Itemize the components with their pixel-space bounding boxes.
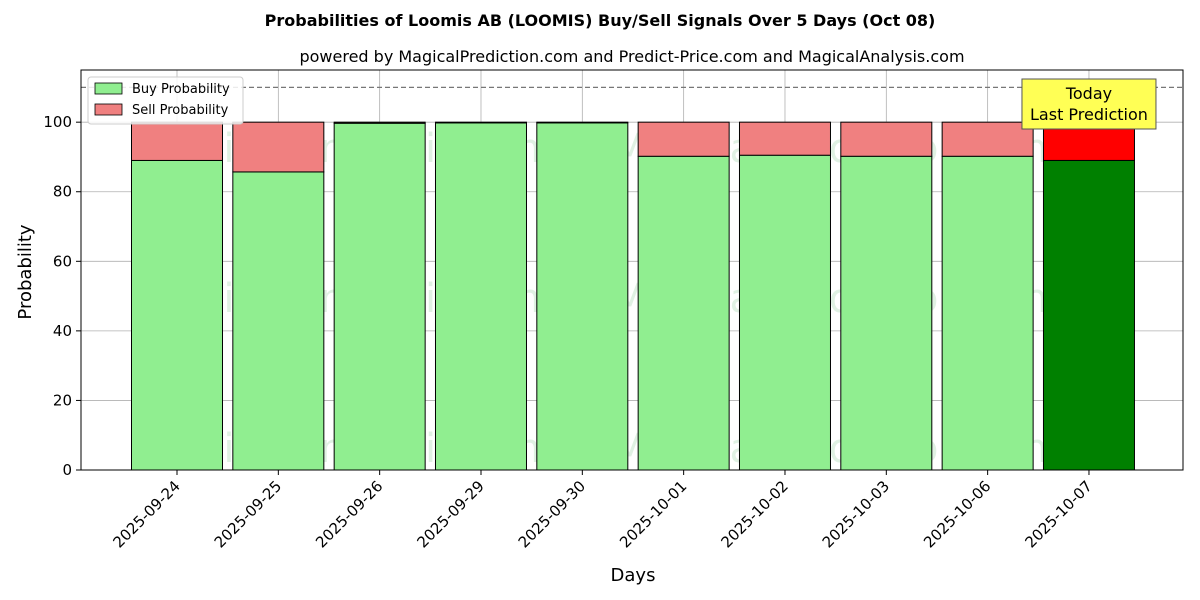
bar-buy: [434, 122, 527, 471]
bar-buy: [840, 155, 933, 471]
y-tick-label: 100: [43, 113, 72, 131]
bar-buy: [232, 171, 325, 471]
bar-buy: [738, 154, 831, 471]
bar-sell: [637, 121, 730, 157]
legend-frame: [87, 76, 244, 125]
y-tick-label: 20: [53, 391, 72, 409]
legend: Buy Probability Sell Probability: [87, 76, 244, 125]
bars: [131, 121, 1135, 471]
bar-sell: [941, 121, 1034, 157]
legend-swatch-buy: [94, 82, 123, 95]
chart-subtitle: powered by MagicalPrediction.com and Pre…: [299, 47, 964, 66]
y-tick-label: 0: [62, 461, 72, 479]
bar-buy: [333, 122, 426, 471]
bar-sell: [333, 121, 426, 124]
bar-sell: [840, 121, 933, 157]
bar-sell: [232, 121, 325, 173]
bar-buy: [1042, 159, 1135, 471]
bar-sell: [738, 121, 831, 156]
annotation-box: [1021, 78, 1157, 130]
bar-buy: [131, 159, 223, 471]
legend-label-sell: Sell Probability: [132, 103, 229, 118]
plot-frame: [80, 69, 1184, 471]
legend-label-buy: Buy Probability: [132, 82, 230, 97]
bar-buy: [637, 155, 730, 471]
bar-sell: [131, 121, 223, 161]
bar-sell: [536, 121, 629, 124]
bar-buy: [941, 155, 1034, 471]
legend-swatch-sell: [94, 103, 123, 116]
y-tick-label: 80: [53, 183, 72, 201]
chart-title: Probabilities of Loomis AB (LOOMIS) Buy/…: [265, 11, 936, 30]
annotation-text: Today: [1065, 84, 1112, 103]
annotation-text: Last Prediction: [1030, 105, 1148, 124]
bar-sell: [434, 121, 527, 124]
y-tick-label: 60: [53, 252, 72, 270]
bar-buy: [536, 122, 629, 471]
axes: [80, 69, 1184, 471]
y-axis-label: Probability: [15, 224, 36, 319]
today-annotation: Today Last Prediction: [1021, 78, 1157, 130]
y-tick-label: 40: [53, 322, 72, 340]
x-axis-label: Days: [611, 565, 656, 586]
